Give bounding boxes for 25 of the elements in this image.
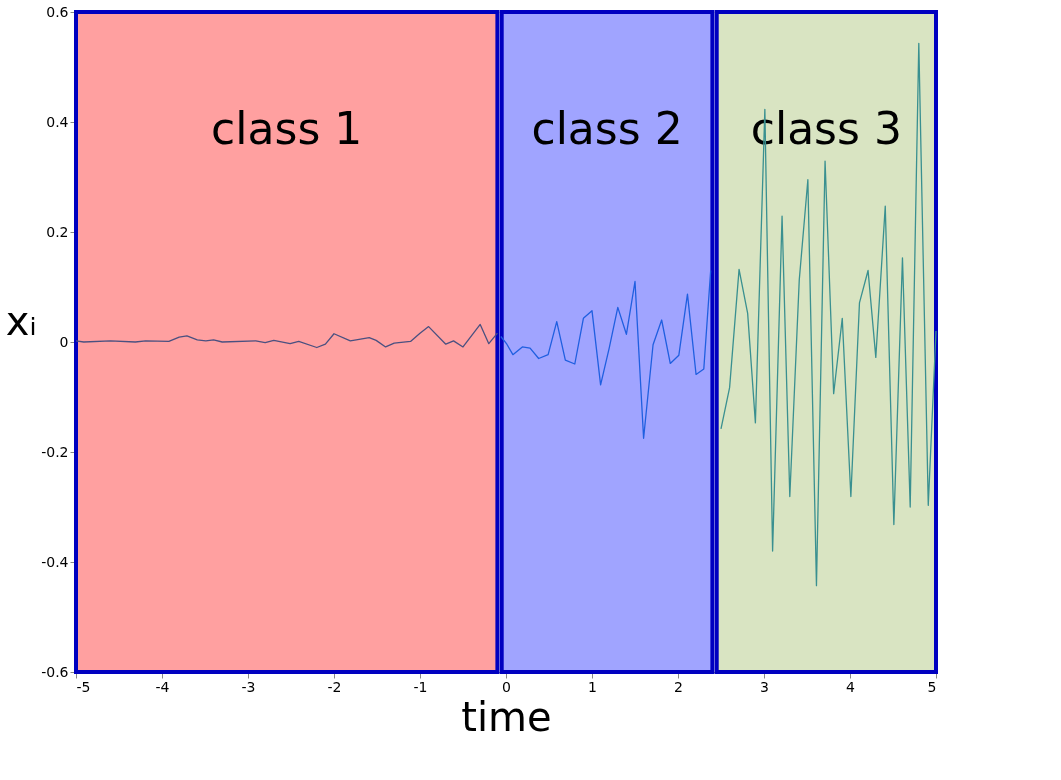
x-tick-label: -1 — [413, 678, 428, 695]
x-tick-label: -4 — [155, 678, 170, 695]
line-series — [75, 323, 499, 349]
y-axis-title: xᵢ — [5, 297, 37, 344]
x-tick-label: 0 — [502, 678, 511, 695]
y-tick-label: -0.4 — [41, 553, 69, 570]
x-tick-label: -2 — [327, 678, 342, 695]
y-tick-label: 0.4 — [46, 113, 69, 130]
x-tick-label: 4 — [846, 678, 856, 695]
x-tick-label: 3 — [760, 678, 769, 695]
y-tick-label: 0.2 — [46, 223, 69, 240]
x-tick-label: -3 — [241, 678, 256, 695]
band-label: class 2 — [531, 102, 683, 154]
y-tick-label: 0 — [59, 333, 69, 350]
x-axis-title: time — [461, 693, 552, 740]
line-series — [720, 42, 937, 587]
line-series — [500, 269, 712, 439]
x-tick-label: 1 — [588, 678, 597, 695]
y-tick-label: 0.6 — [46, 3, 69, 20]
band-label: class 1 — [211, 102, 363, 154]
y-tick-label: -0.2 — [41, 443, 69, 460]
x-tick-label: 2 — [674, 678, 683, 695]
y-tick-label: -0.6 — [41, 663, 69, 680]
x-tick-label: 5 — [927, 678, 937, 695]
x-tick-label: -5 — [76, 678, 91, 695]
